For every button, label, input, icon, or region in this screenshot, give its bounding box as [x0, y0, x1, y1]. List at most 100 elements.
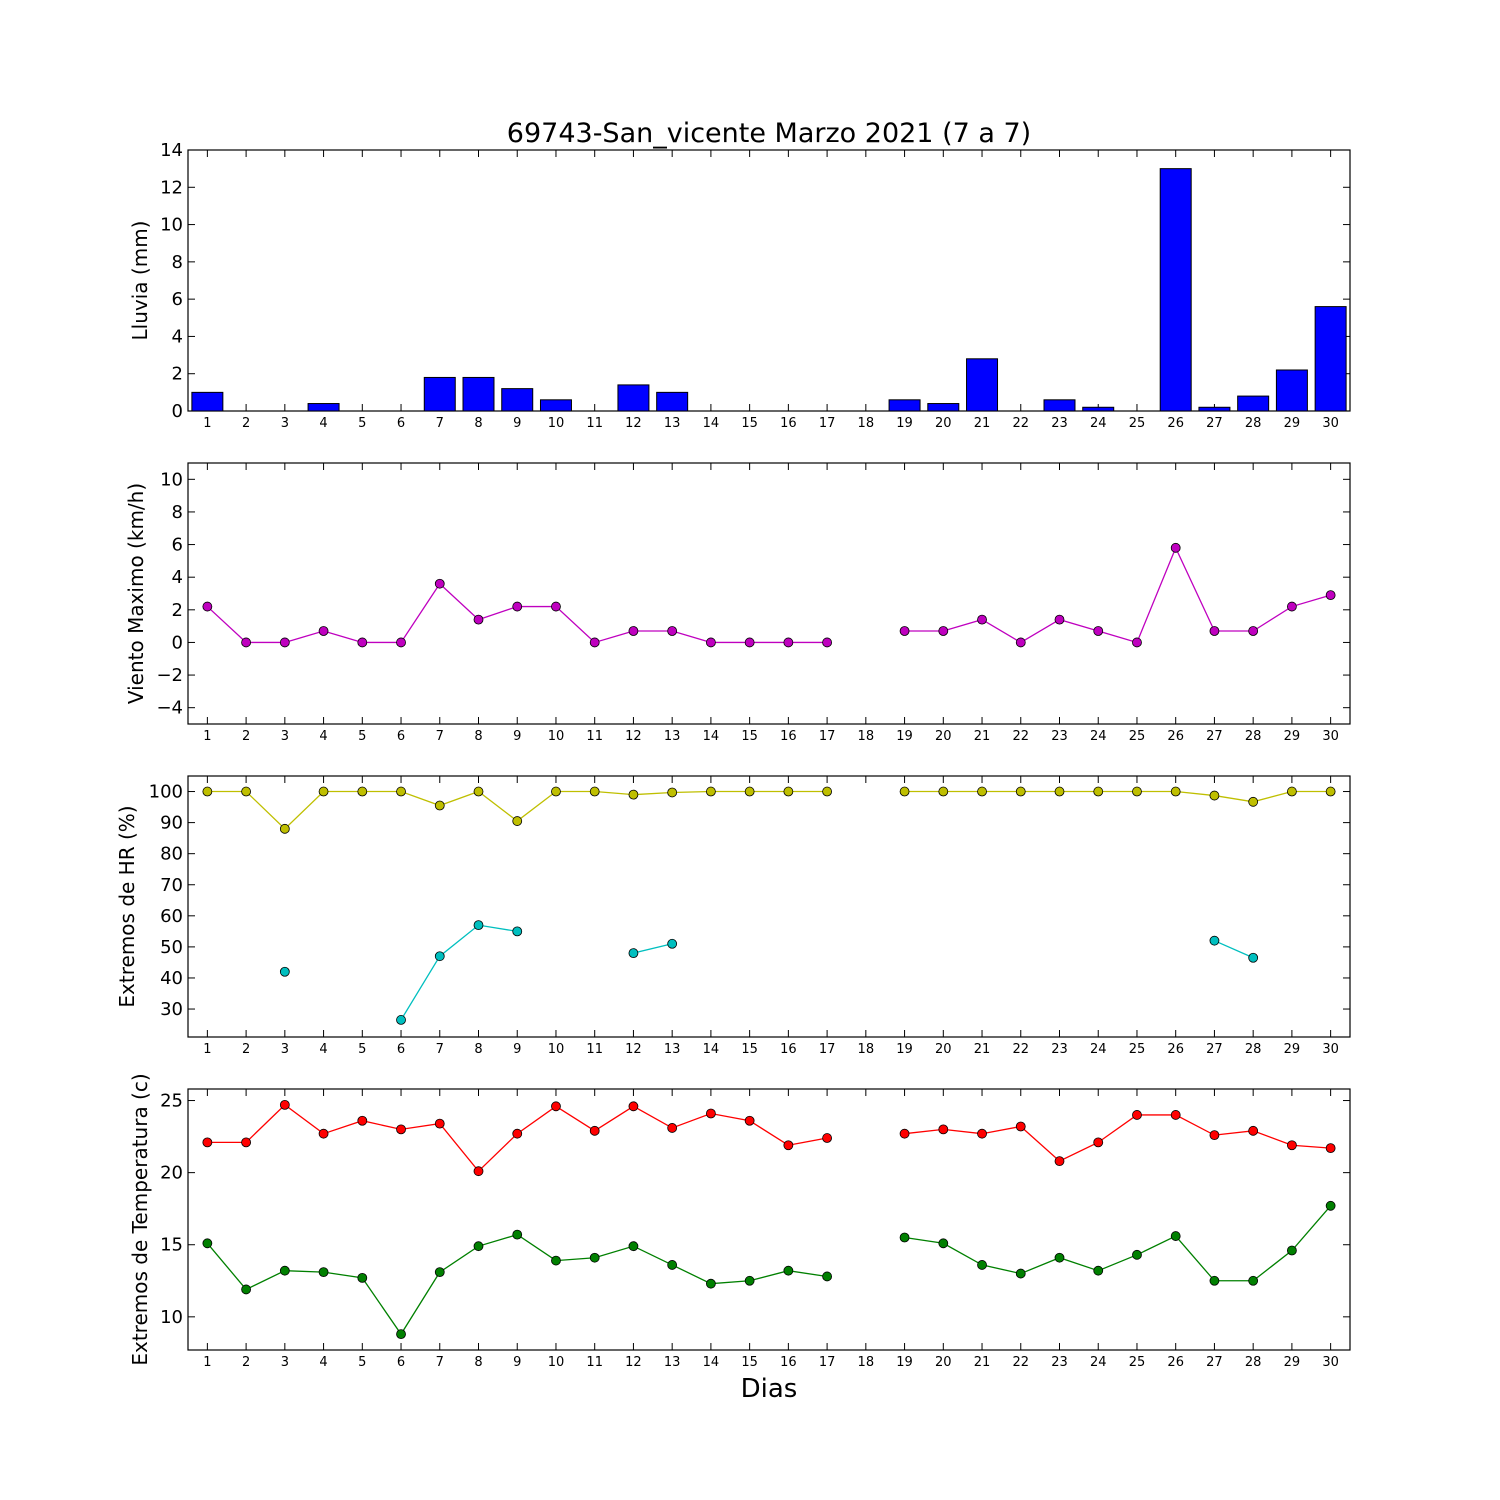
series-1-point-day-14: [706, 1108, 716, 1119]
series-1-point-day-2: [241, 637, 252, 648]
x-tick-label: 8: [474, 729, 482, 744]
y-tick-label: 4: [172, 567, 183, 588]
x-tick-label: 1: [203, 729, 211, 744]
x-tick-label: 14: [703, 416, 720, 431]
series-2-point-day-6: [396, 1015, 406, 1025]
x-tick-label: 8: [474, 1042, 482, 1057]
bar-day-10: [539, 399, 572, 412]
series-1-point-day-20: [938, 786, 949, 797]
y-tick-label: 40: [160, 968, 183, 989]
series-1-point-day-13: [667, 626, 678, 636]
series-1-point-day-9: [512, 816, 523, 826]
series-2-point-day-2: [241, 1284, 252, 1295]
x-tick-label: 30: [1322, 1355, 1339, 1370]
series-1-point-day-26: [1170, 786, 1181, 797]
series-1-point-day-29: [1287, 601, 1297, 612]
series-1-point-day-5: [357, 637, 368, 648]
bar-day-12: [617, 384, 650, 412]
series-2-point-day-15: [744, 1275, 755, 1286]
y-tick-label: 10: [160, 215, 183, 236]
series-1-point-day-19: [899, 786, 910, 797]
series-1-line: [904, 790, 1331, 803]
series-1-point-day-6: [396, 1124, 406, 1135]
series-1-point-day-19: [899, 626, 910, 636]
x-tick-label: 17: [819, 1042, 836, 1057]
series-2-line: [1214, 940, 1254, 959]
series-1-point-day-12: [628, 626, 639, 636]
series-1-point-day-10: [551, 786, 561, 797]
x-tick-label: 5: [358, 416, 366, 431]
x-tick-label: 14: [703, 1355, 720, 1370]
series-1-point-day-16: [783, 637, 794, 648]
series-1-point-day-30: [1325, 786, 1336, 797]
series-1-point-day-23: [1054, 786, 1065, 797]
x-tick-label: 16: [780, 416, 797, 431]
y-tick-label: 50: [160, 937, 183, 958]
x-tick-label: 15: [741, 1042, 758, 1057]
x-tick-label: 24: [1090, 1042, 1107, 1057]
y-tick-label: 10: [160, 469, 183, 490]
series-1-point-day-1: [202, 601, 213, 612]
series-1-point-day-22: [1015, 1121, 1026, 1132]
x-tick-label: 1: [203, 416, 211, 431]
x-tick-label: 15: [741, 1355, 758, 1370]
series-2-point-day-11: [589, 1252, 600, 1263]
series-1-point-day-16: [783, 1140, 794, 1151]
series-1-point-day-14: [706, 637, 716, 648]
y-tick-label: 8: [172, 502, 183, 523]
series-1-point-day-19: [899, 1128, 910, 1139]
series-1-point-day-2: [241, 786, 252, 797]
y-tick-label: 30: [160, 999, 183, 1020]
x-tick-label: 28: [1245, 729, 1262, 744]
bar-day-7: [423, 376, 456, 412]
series-1-point-day-5: [357, 1115, 368, 1126]
x-tick-label: 6: [397, 1042, 405, 1057]
x-tick-label: 17: [819, 416, 836, 431]
x-tick-label: 4: [319, 729, 327, 744]
x-tick-label: 6: [397, 1355, 405, 1370]
series-2-point-day-6: [396, 1329, 406, 1340]
series-2-point-day-17: [822, 1271, 832, 1282]
x-tick-label: 29: [1284, 1355, 1301, 1370]
series-1-point-day-24: [1093, 786, 1104, 797]
series-1-point-day-7: [434, 578, 445, 589]
series-2-point-day-7: [434, 1267, 445, 1278]
series-1-point-day-11: [589, 637, 600, 648]
y-tick-label: −4: [156, 698, 183, 719]
plot-frame: [187, 775, 1351, 1038]
series-1-point-day-3: [279, 823, 290, 834]
x-tick-label: 26: [1167, 416, 1184, 431]
x-tick-label: 20: [935, 1355, 952, 1370]
x-tick-label: 17: [819, 729, 836, 744]
x-tick-label: 12: [625, 1355, 642, 1370]
series-2-line: [904, 1205, 1332, 1282]
series-1-line: [904, 1114, 1331, 1162]
x-tick-label: 28: [1245, 1355, 1262, 1370]
y-tick-label: 10: [160, 1307, 183, 1328]
series-1-point-day-23: [1054, 614, 1065, 625]
x-tick-label: 7: [436, 1355, 444, 1370]
y-tick-label: 6: [172, 535, 183, 556]
series-1-point-day-2: [241, 1137, 252, 1148]
series-1-point-day-28: [1248, 1125, 1259, 1136]
series-2-point-day-27: [1209, 935, 1220, 946]
x-tick-label: 16: [780, 1042, 797, 1057]
series-1-point-day-6: [396, 637, 406, 648]
series-1-point-day-7: [434, 1118, 445, 1129]
bar-day-13: [656, 391, 689, 412]
x-tick-label: 11: [586, 729, 603, 744]
series-2-point-day-27: [1209, 1275, 1220, 1286]
series-2-point-day-23: [1054, 1252, 1065, 1263]
bar-day-20: [927, 403, 960, 412]
series-1-point-day-20: [938, 1124, 949, 1135]
bar-day-23: [1043, 399, 1076, 412]
bar-day-9: [501, 388, 534, 412]
x-tick-label: 22: [1012, 1042, 1029, 1057]
bar-day-21: [966, 358, 999, 412]
x-tick-label: 4: [319, 1042, 327, 1057]
y-tick-label: 12: [160, 177, 183, 198]
series-1-point-day-11: [589, 1125, 600, 1136]
